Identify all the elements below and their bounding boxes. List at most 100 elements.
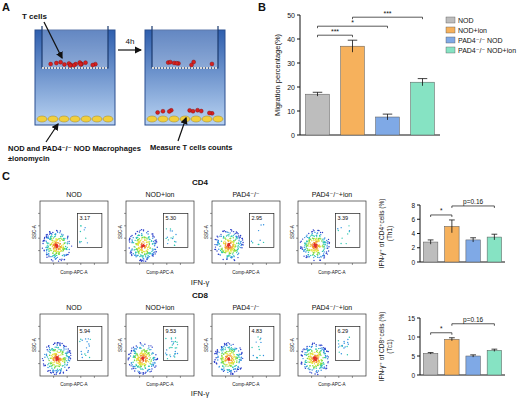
event-dot [228, 246, 229, 247]
axis-tick [210, 225, 212, 226]
event-dot [147, 252, 148, 253]
event-dot [237, 236, 238, 237]
event-dot [136, 244, 137, 245]
event-dot [241, 244, 242, 245]
event-dot [59, 249, 60, 250]
event-dot [312, 238, 313, 239]
event-dot [65, 346, 66, 347]
bar [306, 94, 330, 135]
event-dot [154, 243, 155, 244]
event-dot [320, 232, 321, 233]
legend-label: NOD+ion [458, 27, 487, 34]
event-dot [224, 243, 225, 244]
event-dot [232, 244, 233, 245]
axis-tick [139, 263, 140, 265]
event-dot [67, 236, 68, 237]
event-dot [49, 231, 50, 232]
event-dot [154, 362, 155, 363]
event-dot [48, 242, 49, 243]
event-dot [46, 236, 47, 237]
event-dot [165, 352, 166, 353]
t-cell [68, 63, 72, 67]
event-dot [137, 358, 138, 359]
event-dot [142, 353, 143, 354]
event-dot [227, 234, 228, 235]
event-dot [136, 244, 137, 245]
event-dot [59, 240, 60, 241]
event-dot [56, 241, 57, 242]
event-dot [138, 248, 139, 249]
event-dot [50, 239, 51, 240]
event-dot [329, 242, 330, 243]
event-dot [223, 251, 224, 252]
event-dot [305, 249, 306, 250]
event-dot [216, 250, 217, 251]
event-dot [57, 246, 58, 247]
event-dot [84, 229, 85, 230]
event-dot [229, 251, 230, 252]
event-dot [61, 368, 62, 369]
event-dot [240, 235, 241, 236]
event-dot [222, 231, 223, 232]
event-dot [134, 365, 135, 366]
error-bar [470, 355, 476, 357]
event-dot [316, 251, 317, 252]
event-dot [149, 366, 150, 367]
event-dot [49, 233, 50, 234]
event-dot [42, 241, 43, 242]
event-dot [153, 360, 154, 361]
event-dot [146, 358, 147, 359]
event-dot [134, 353, 135, 354]
event-dot [52, 242, 53, 243]
event-dot [231, 247, 232, 248]
event-dot [54, 247, 55, 248]
event-dot [60, 250, 61, 251]
event-dot [314, 249, 315, 250]
event-dot [232, 362, 233, 363]
event-dot [145, 371, 146, 372]
event-dot [53, 251, 54, 252]
event-dot [52, 365, 53, 366]
event-dot [60, 362, 61, 363]
event-dot [134, 370, 135, 371]
event-dot [150, 363, 151, 364]
event-dot [66, 248, 67, 249]
event-dot [154, 240, 155, 241]
event-dot [234, 249, 235, 250]
event-dot [145, 354, 146, 355]
event-dot [242, 242, 243, 243]
event-dot [321, 240, 322, 241]
event-dot [140, 364, 141, 365]
event-dot [214, 359, 215, 360]
event-dot [263, 242, 264, 243]
event-dot [58, 356, 59, 357]
event-dot [300, 248, 301, 249]
event-dot [130, 251, 131, 252]
event-dot [154, 251, 155, 252]
event-dot [58, 242, 59, 243]
event-dot [136, 237, 137, 238]
event-dot [221, 248, 222, 249]
event-dot [177, 353, 178, 354]
event-dot [58, 347, 59, 348]
event-dot [131, 350, 132, 351]
event-dot [47, 247, 48, 248]
event-dot [143, 246, 144, 247]
event-dot [317, 241, 318, 242]
event-dot [317, 248, 318, 249]
event-dot [233, 240, 234, 241]
event-dot [131, 254, 132, 255]
membrane [152, 67, 218, 69]
event-dot [172, 344, 173, 345]
event-dot [325, 242, 326, 243]
event-dot [139, 241, 140, 242]
event-dot [138, 235, 139, 236]
event-dot [214, 244, 215, 245]
event-dot [174, 245, 175, 246]
event-dot [53, 255, 54, 256]
bar [487, 237, 501, 262]
event-dot [87, 352, 88, 353]
x-axis-label: Comp-APC-A [60, 382, 87, 387]
event-dot [240, 241, 241, 242]
event-dot [53, 240, 54, 241]
